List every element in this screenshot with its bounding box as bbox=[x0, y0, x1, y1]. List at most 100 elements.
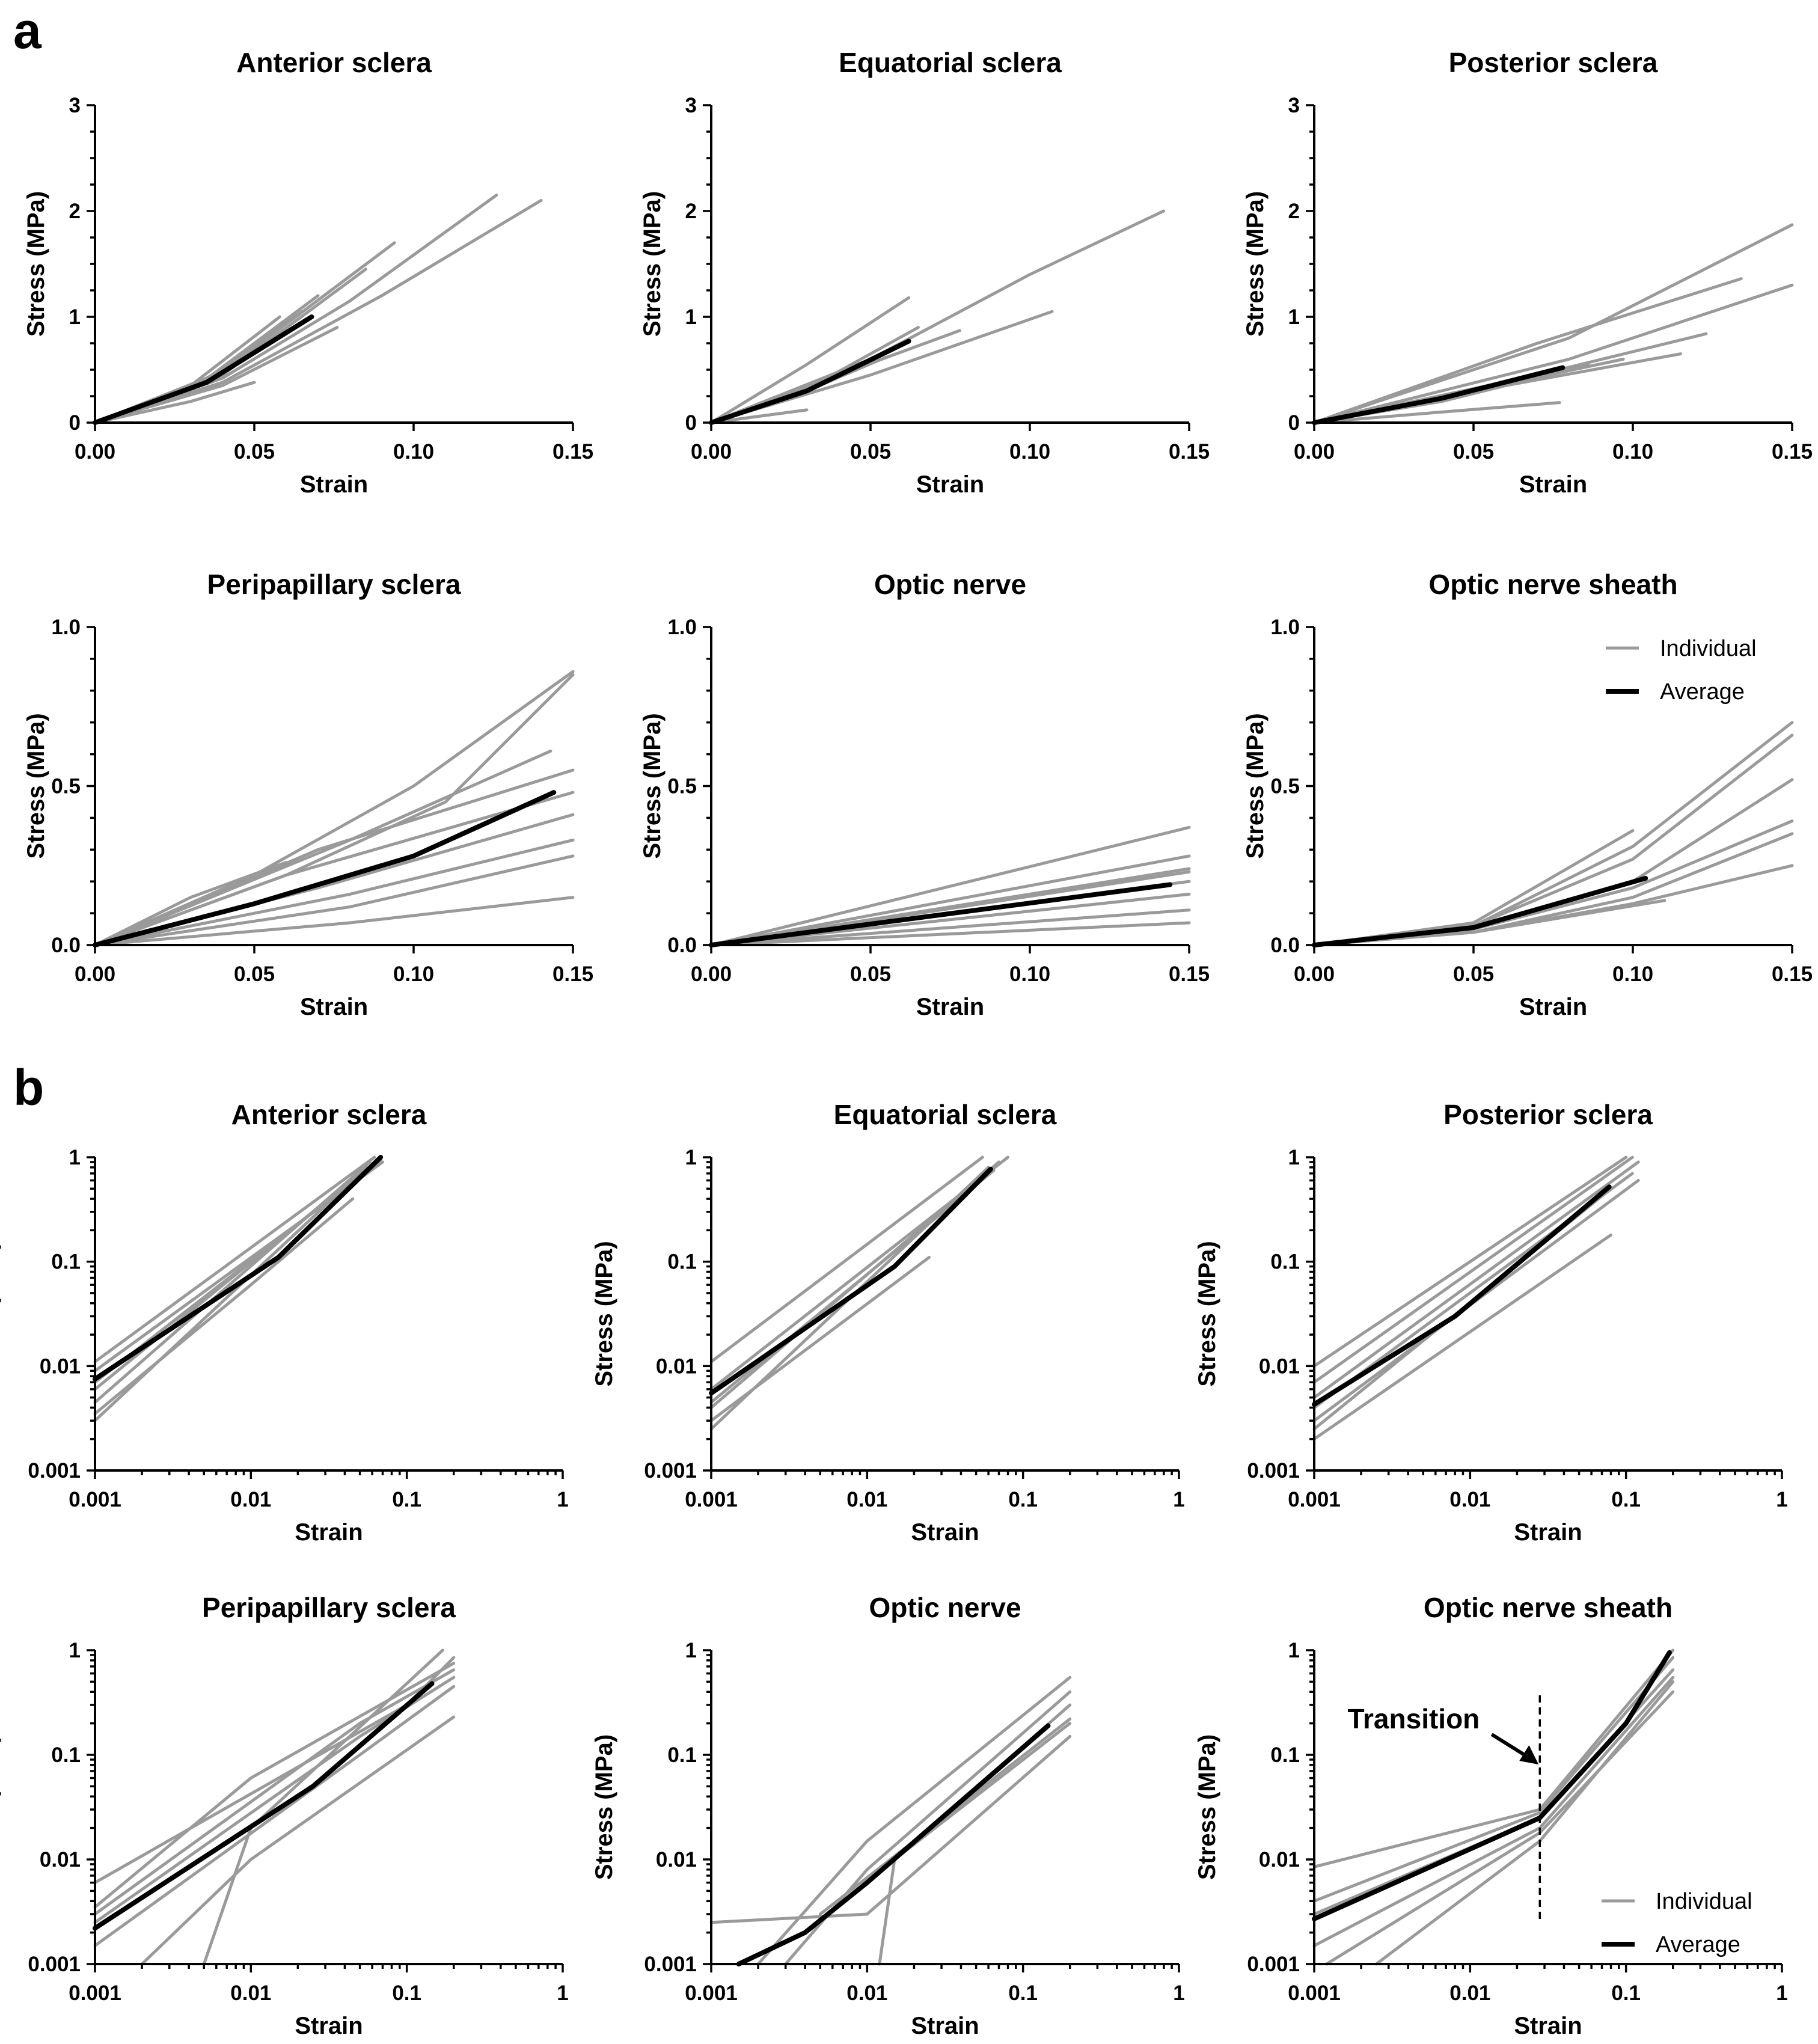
y-tick-label: 3 bbox=[685, 94, 697, 117]
chart-b2: Equatorial sclera 0.001 0.01 0.1 1 0.001 0.01 0… bbox=[591, 1099, 1185, 1546]
y-axis-label: Stress (MPa) bbox=[0, 1241, 1, 1386]
y-tick-label: 3 bbox=[1288, 94, 1300, 117]
series-line-individual bbox=[93, 1684, 456, 1947]
series-line-average bbox=[93, 1681, 435, 1931]
series-line-individual bbox=[140, 1715, 456, 1966]
series-group bbox=[93, 1155, 384, 1422]
x-tick-label: 0.1 bbox=[392, 1981, 421, 2005]
y-tick-label: 0.001 bbox=[28, 1459, 81, 1483]
x-tick-label: 0.1 bbox=[1008, 1488, 1038, 1511]
chart-title: Anterior sclera bbox=[236, 47, 432, 78]
x-tick-label: 0.1 bbox=[1611, 1488, 1641, 1511]
y-tick-label: 0.5 bbox=[51, 775, 81, 798]
x-tick-label: 0.00 bbox=[75, 440, 115, 464]
chart-title: Equatorial sclera bbox=[839, 47, 1062, 78]
chart-a1: Anterior sclera 0.00 0.05 0.10 0.15 0 1 2 3 Strai… bbox=[23, 47, 593, 498]
y-tick-label: 0.001 bbox=[1247, 1953, 1300, 1976]
series-group bbox=[709, 1155, 1009, 1431]
panel-label-a: a bbox=[13, 2, 42, 59]
series-line-individual bbox=[93, 768, 575, 947]
y-tick-label: 2 bbox=[69, 200, 81, 223]
y-tick-label: 1 bbox=[685, 1146, 697, 1169]
series-line-individual bbox=[1312, 1155, 1634, 1384]
x-tick-label: 0.1 bbox=[1008, 1981, 1038, 2005]
series-line-individual bbox=[93, 294, 320, 424]
series-line-individual bbox=[93, 791, 575, 947]
series-line-individual bbox=[1312, 1656, 1675, 1903]
y-tick-label: 0.1 bbox=[1270, 1250, 1300, 1274]
x-tick-label: 0.15 bbox=[1772, 962, 1813, 986]
chart-a5: Optic nerve 0.00 0.05 0.10 0.15 0.0 0.5 1.0 Stra… bbox=[639, 569, 1210, 1020]
x-tick-label: 0.15 bbox=[1169, 962, 1210, 986]
series-line-average bbox=[93, 314, 314, 425]
y-tick-label: 0.01 bbox=[656, 1354, 697, 1378]
chart-title: Optic nerve bbox=[869, 1592, 1021, 1623]
series-line-individual bbox=[784, 1690, 1072, 1966]
x-axis-label: Strain bbox=[300, 994, 368, 1020]
series-group bbox=[1312, 1155, 1640, 1441]
series-line-average bbox=[709, 1166, 993, 1396]
series-line-individual bbox=[93, 861, 288, 947]
y-tick-label: 1 bbox=[685, 305, 697, 329]
chart-a4: Peripapillary sclera 0.00 0.05 0.10 0.15 0.0 0… bbox=[23, 569, 593, 1020]
chart-title: Equatorial sclera bbox=[834, 1099, 1057, 1130]
y-tick-label: 0.001 bbox=[1247, 1459, 1300, 1483]
series-line-individual bbox=[93, 1197, 355, 1415]
x-axis-label: Strain bbox=[1519, 471, 1587, 498]
y-tick-label: 1.0 bbox=[667, 616, 697, 639]
series-line-individual bbox=[93, 670, 575, 947]
y-tick-label: 1 bbox=[69, 1639, 81, 1662]
x-tick-label: 0.10 bbox=[1009, 962, 1050, 986]
chart-b4: Peripapillary sclera 0.001 0.01 0.1 1 0.001 0.… bbox=[0, 1592, 569, 2039]
x-tick-label: 1 bbox=[557, 1488, 568, 1511]
series-group bbox=[709, 1675, 1072, 1966]
x-axis-label: Strain bbox=[1514, 1519, 1582, 1546]
x-tick-label: 0.001 bbox=[685, 1981, 738, 2005]
chart-b5: Optic nerve 0.001 0.01 0.1 1 0.001 0.01 0.1 1 Str… bbox=[591, 1592, 1185, 2039]
series-line-individual bbox=[93, 310, 304, 424]
chart-a6: Optic nerve sheath 0.00 0.05 0.10 0.15 0.0 0.5… bbox=[1242, 569, 1813, 1020]
x-tick-label: 0.01 bbox=[230, 1488, 271, 1511]
y-tick-label: 1.0 bbox=[51, 616, 81, 639]
series-line-individual bbox=[878, 1722, 1072, 1966]
series-line-individual bbox=[709, 209, 1166, 424]
series-line-average bbox=[1312, 1650, 1672, 1921]
y-axis-label: Stress (MPa) bbox=[23, 713, 49, 858]
y-tick-label: 0.1 bbox=[667, 1250, 697, 1274]
series-line-individual bbox=[93, 241, 396, 424]
transition-arrowhead bbox=[1519, 1745, 1539, 1764]
series-line-individual bbox=[1312, 1233, 1612, 1441]
x-axis-label: Strain bbox=[911, 1519, 979, 1546]
y-tick-label: 1 bbox=[1288, 305, 1300, 329]
series-line-average bbox=[1312, 1184, 1612, 1407]
y-tick-label: 0.001 bbox=[644, 1953, 697, 1976]
legend-label-individual: Individual bbox=[1660, 636, 1757, 661]
series-line-individual bbox=[93, 896, 575, 947]
y-axis-label: Stress (MPa) bbox=[1194, 1241, 1220, 1386]
series-line-individual bbox=[93, 1675, 456, 1924]
x-tick-label: 0.00 bbox=[691, 440, 732, 464]
legend-label-average: Average bbox=[1660, 679, 1745, 705]
series-group bbox=[709, 209, 1166, 425]
y-tick-label: 0.01 bbox=[1259, 1354, 1300, 1378]
y-tick-label: 2 bbox=[1288, 200, 1300, 223]
x-tick-label: 0.10 bbox=[393, 440, 434, 464]
y-tick-label: 0.1 bbox=[1270, 1743, 1300, 1767]
chart-title: Posterior sclera bbox=[1449, 47, 1658, 78]
x-tick-label: 0.001 bbox=[69, 1488, 121, 1511]
x-tick-label: 0.00 bbox=[1294, 962, 1335, 986]
x-tick-label: 0.001 bbox=[1288, 1981, 1341, 2005]
x-tick-label: 0.10 bbox=[393, 962, 434, 986]
series-group bbox=[93, 670, 575, 947]
x-tick-label: 1 bbox=[1776, 1488, 1787, 1511]
x-tick-label: 0.001 bbox=[69, 1981, 121, 2005]
y-tick-label: 0.5 bbox=[1270, 775, 1300, 798]
series-line-individual bbox=[709, 408, 809, 424]
y-tick-label: 0.001 bbox=[644, 1459, 697, 1483]
x-tick-label: 0.00 bbox=[1294, 440, 1335, 464]
y-tick-label: 0 bbox=[685, 411, 697, 435]
x-tick-label: 0.15 bbox=[1169, 440, 1210, 464]
y-tick-label: 0.01 bbox=[40, 1354, 81, 1378]
x-tick-label: 1 bbox=[1776, 1981, 1787, 2005]
